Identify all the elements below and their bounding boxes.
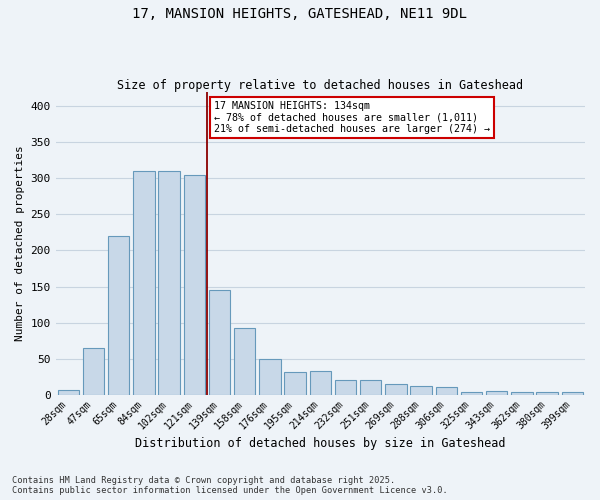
Bar [436,388,457,394]
Bar [410,386,432,394]
Y-axis label: Number of detached properties: Number of detached properties [15,146,25,341]
Bar [486,391,508,394]
Bar [511,392,533,394]
Bar [158,171,180,394]
Bar [209,290,230,395]
Bar [360,380,382,394]
Bar [108,236,130,394]
Text: Contains HM Land Registry data © Crown copyright and database right 2025.
Contai: Contains HM Land Registry data © Crown c… [12,476,448,495]
Bar [83,348,104,395]
Bar [234,328,256,394]
Bar [284,372,306,394]
Text: 17, MANSION HEIGHTS, GATESHEAD, NE11 9DL: 17, MANSION HEIGHTS, GATESHEAD, NE11 9DL [133,8,467,22]
Bar [461,392,482,394]
Bar [184,175,205,394]
Bar [259,358,281,394]
Bar [536,392,558,394]
Bar [562,392,583,394]
Text: 17 MANSION HEIGHTS: 134sqm
← 78% of detached houses are smaller (1,011)
21% of s: 17 MANSION HEIGHTS: 134sqm ← 78% of deta… [214,101,490,134]
Bar [310,371,331,394]
Bar [133,171,155,394]
Title: Size of property relative to detached houses in Gateshead: Size of property relative to detached ho… [117,79,523,92]
Bar [385,384,407,394]
Bar [58,390,79,394]
Bar [335,380,356,394]
X-axis label: Distribution of detached houses by size in Gateshead: Distribution of detached houses by size … [135,437,506,450]
